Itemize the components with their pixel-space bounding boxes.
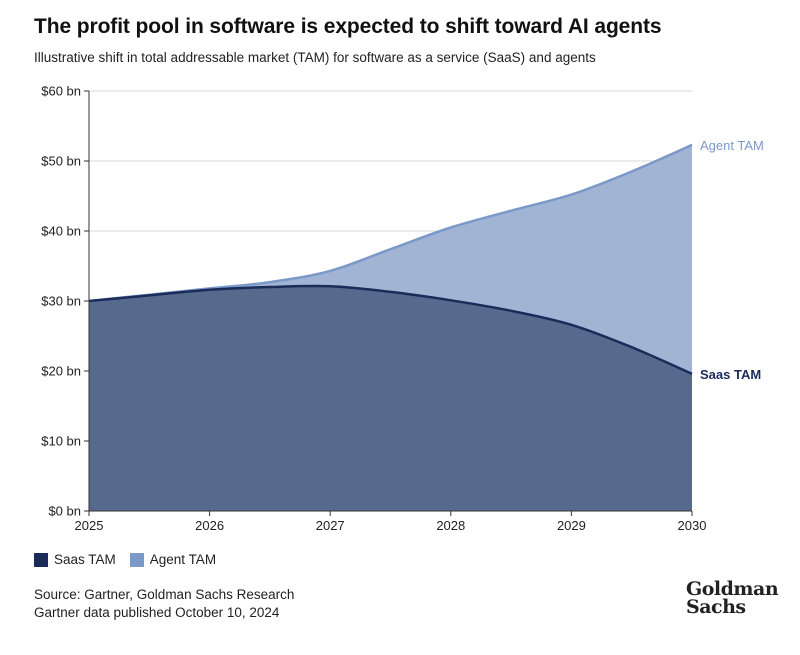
x-tick-label: 2030 [678,518,707,533]
saas-tam-line [88,284,693,375]
agent-tam-end-label: Agent TAM [700,138,764,153]
x-tick-label: 2029 [557,518,586,533]
x-tick-label: 2025 [75,518,104,533]
legend-label-saas: Saas TAM [54,552,116,567]
saas-tam-area [89,285,692,511]
legend: Saas TAM Agent TAM [34,552,230,567]
x-tick-label: 2028 [436,518,465,533]
legend-swatch-agent [129,552,144,567]
legend-item-saas: Saas TAM [34,552,116,567]
chart-subtitle: Illustrative shift in total addressable … [34,50,596,65]
y-tick-label: $0 bn [48,504,81,519]
x-tick-label: 2026 [195,518,224,533]
legend-swatch-saas [34,552,48,567]
source-note: Source: Gartner, Goldman Sachs Research … [34,586,294,622]
chart-title: The profit pool in software is expected … [34,15,662,38]
y-tick-label: $20 bn [41,364,81,379]
goldman-sachs-logo: Goldman Sachs [686,578,779,618]
y-tick-label: $60 bn [41,84,81,99]
source-line: Source: Gartner, Goldman Sachs Research [34,587,295,602]
y-tick-label: $50 bn [41,154,81,169]
y-tick-label: $10 bn [41,434,81,449]
logo-line-2: Sachs [686,596,746,618]
y-tick-label: $40 bn [41,224,81,239]
saas-tam-end-label: Saas TAM [700,367,761,382]
y-tick-label: $30 bn [41,294,81,309]
logo-line-1: Goldman [686,578,779,600]
legend-label-agent: Agent TAM [149,552,217,567]
x-tick-label: 2027 [316,518,345,533]
source-date-line: Gartner data published October 10, 2024 [34,605,280,620]
legend-item-agent: Agent TAM [129,552,217,567]
